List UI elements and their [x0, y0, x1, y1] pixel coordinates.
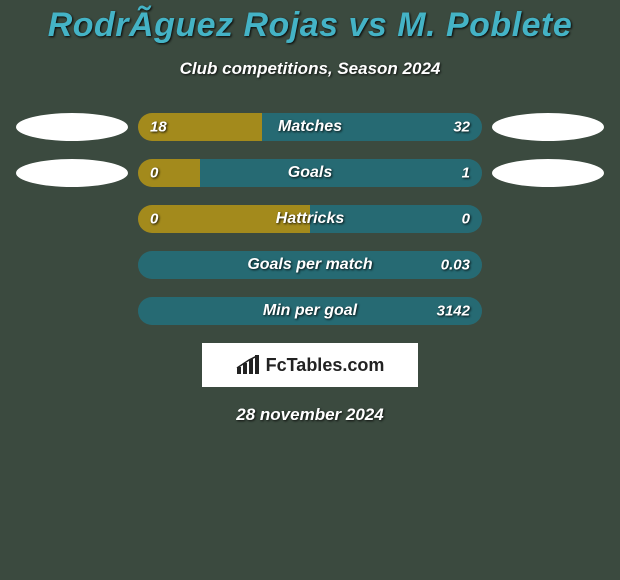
spacer — [16, 205, 128, 233]
spacer — [16, 251, 128, 279]
right-team-marker — [492, 113, 604, 141]
stat-row: 3142 Min per goal — [0, 297, 620, 325]
stat-label: Matches — [278, 118, 342, 136]
stat-left-value: 0 — [150, 165, 158, 182]
page-title: RodrÃ­guez Rojas vs M. Poblete — [0, 0, 620, 45]
stat-label: Goals — [288, 164, 332, 182]
stat-left-value: 18 — [150, 119, 167, 136]
stat-right-value: 0.03 — [441, 257, 470, 274]
stat-bar: 0.03 Goals per match — [138, 251, 482, 279]
stat-left-value: 0 — [150, 211, 158, 228]
stat-label: Hattricks — [276, 210, 344, 228]
stat-right-value: 0 — [462, 211, 470, 228]
left-team-marker — [16, 159, 128, 187]
stat-right-value: 32 — [453, 119, 470, 136]
stat-row: 0.03 Goals per match — [0, 251, 620, 279]
spacer — [492, 251, 604, 279]
stat-label: Goals per match — [247, 256, 372, 274]
stat-bar: 0 0 Hattricks — [138, 205, 482, 233]
bar-left-fill — [138, 159, 200, 187]
stat-bar: 18 32 Matches — [138, 113, 482, 141]
bar-chart-icon — [236, 355, 260, 375]
stat-row: 0 0 Hattricks — [0, 205, 620, 233]
stat-right-value: 1 — [462, 165, 470, 182]
date-label: 28 november 2024 — [0, 405, 620, 425]
stat-row: 18 32 Matches — [0, 113, 620, 141]
stats-rows: 18 32 Matches 0 1 Goals 0 0 Hattricks 0.03 Goals p… — [0, 113, 620, 325]
brand-box: FcTables.com — [202, 343, 418, 387]
bar-right-fill — [200, 159, 482, 187]
stat-bar: 3142 Min per goal — [138, 297, 482, 325]
spacer — [492, 205, 604, 233]
comparison-card: RodrÃ­guez Rojas vs M. Poblete Club comp… — [0, 0, 620, 580]
stat-bar: 0 1 Goals — [138, 159, 482, 187]
spacer — [16, 297, 128, 325]
spacer — [492, 297, 604, 325]
right-team-marker — [492, 159, 604, 187]
left-team-marker — [16, 113, 128, 141]
stat-row: 0 1 Goals — [0, 159, 620, 187]
stat-label: Min per goal — [263, 302, 357, 320]
subtitle: Club competitions, Season 2024 — [0, 59, 620, 79]
brand-text: FcTables.com — [266, 355, 385, 376]
stat-right-value: 3142 — [437, 303, 470, 320]
